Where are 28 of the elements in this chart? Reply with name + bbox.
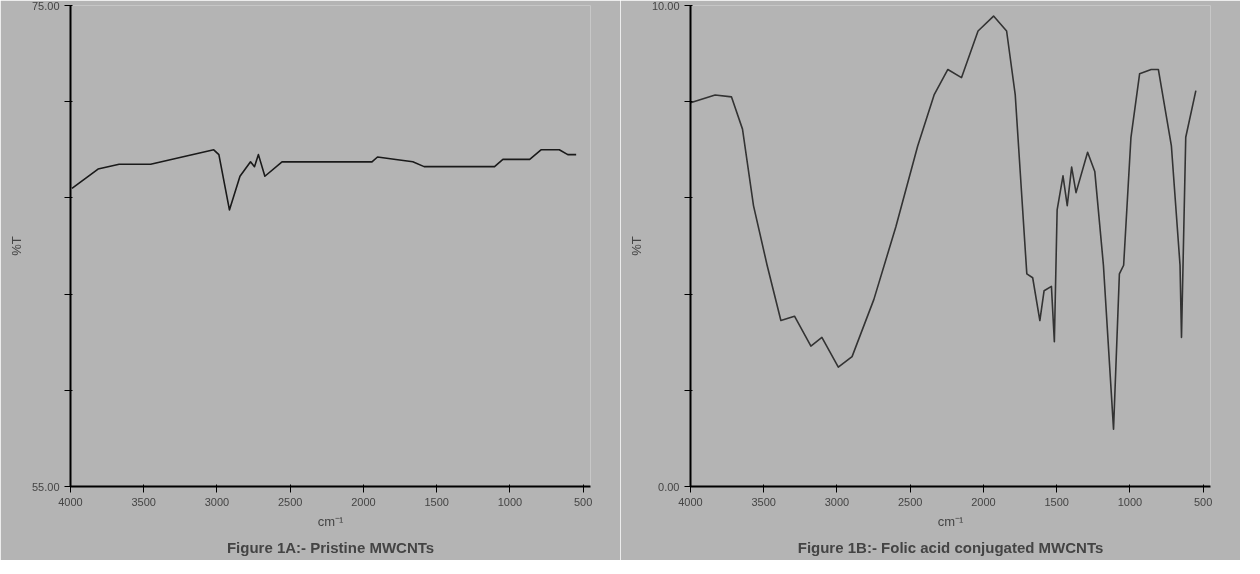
x-tick-label: 3000 [824,495,850,508]
x-tick-label: 1500 [1044,495,1069,508]
text: Figure 1A:- Pristine MWCNTs [226,538,435,556]
y-axis-title: %T [8,236,24,256]
x-tick-label: 2000 [351,495,376,508]
x-tick-label: 3000 [204,495,230,508]
text: Figure 1B:- Folic acid conjugated MWCNTs [797,538,1104,556]
x-tick-label: 4000 [58,495,83,508]
x-tick-label: 2000 [971,495,996,508]
line-series [690,15,1197,431]
line-series [71,149,577,211]
x-axis-title: cm⁻¹ [937,513,964,529]
x-axis-title: cm⁻¹ [317,513,344,529]
x-tick-label: 3500 [751,495,776,508]
y-axis-title: %T [628,236,644,256]
x-tick-label: 3500 [131,495,156,508]
x-tick-label: 500 [574,495,593,508]
x-tick-label: 2500 [897,495,923,508]
x-tick-label: 4000 [678,495,703,508]
x-tick-label: 1500 [424,495,449,508]
x-tick-label: 2500 [277,495,303,508]
y-tick-label: 10.00 [651,0,680,12]
x-tick-label: 1000 [497,495,523,508]
x-tick-label: 1000 [1117,495,1143,508]
y-tick-label: 75.00 [31,0,60,12]
y-tick-label: 0.00 [658,480,680,493]
x-tick-label: 500 [1194,495,1213,508]
y-tick-label: 55.00 [31,480,60,493]
